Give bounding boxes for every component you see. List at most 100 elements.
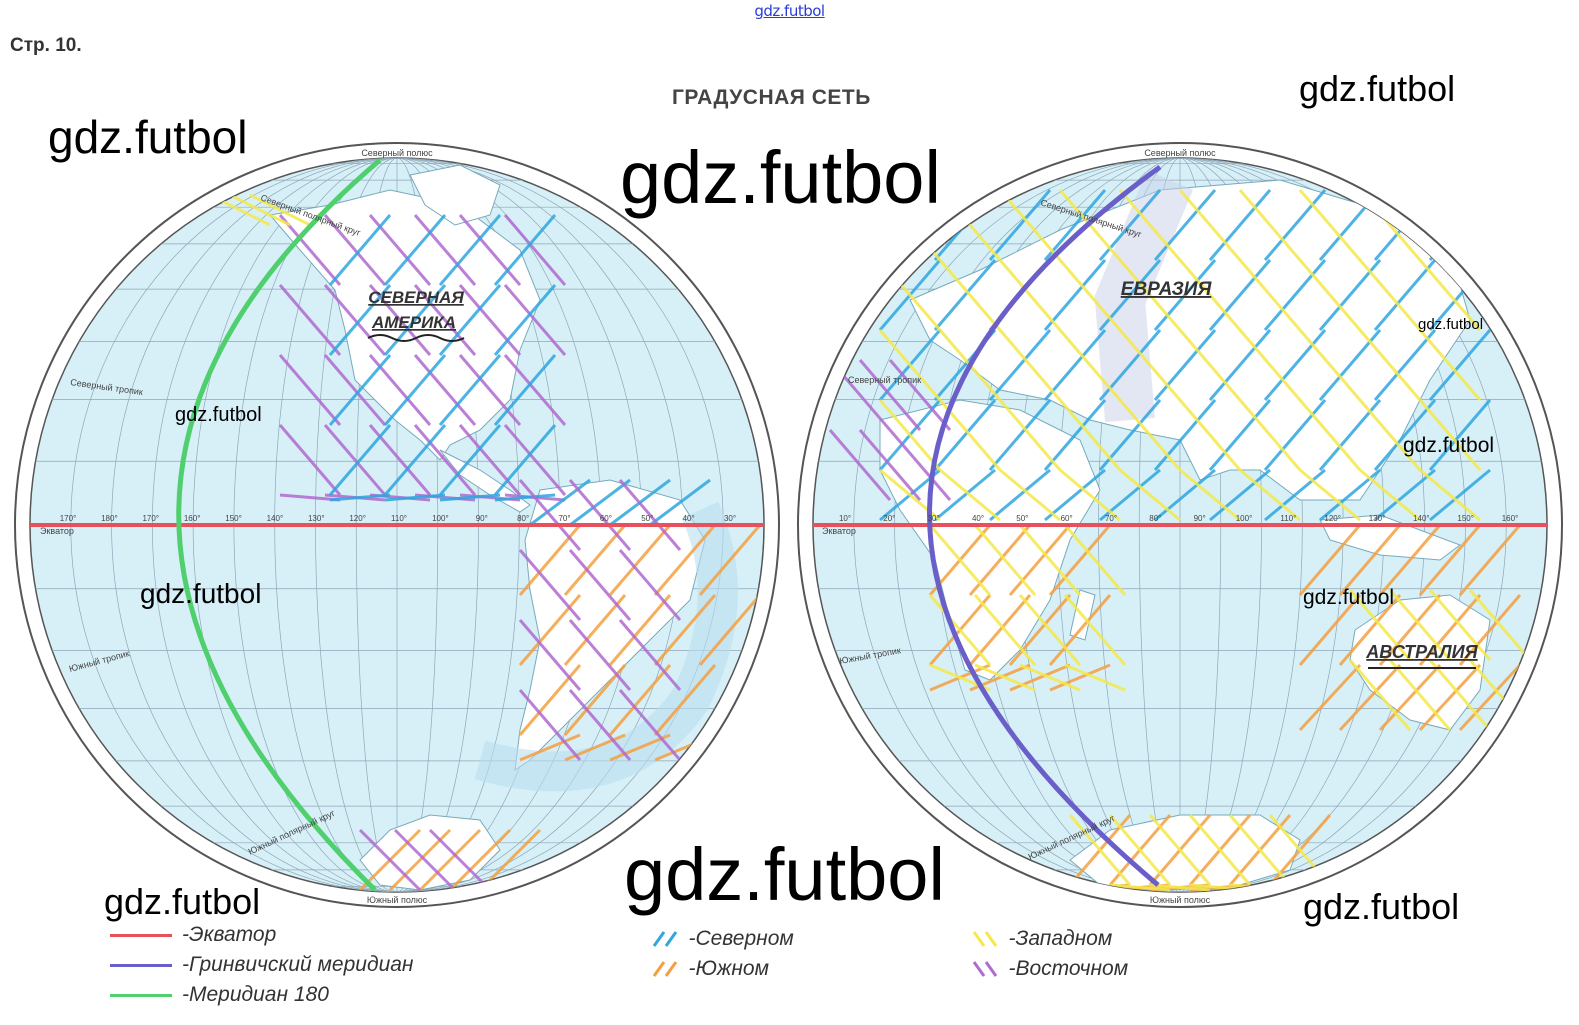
top-watermark-link[interactable]: gdz.futbol [754, 2, 825, 20]
legend-item-greenwich: -Гринвичский меридиан [110, 950, 413, 980]
hatch-stroke [1238, 189, 1302, 261]
hatch-stroke [328, 284, 392, 356]
meridian-tick-label: 130° [1369, 514, 1386, 523]
hatch-stroke [358, 828, 422, 892]
hatch-stroke [503, 214, 567, 286]
hatch-stroke [1263, 399, 1327, 471]
hatch-stroke [439, 493, 501, 502]
hatch-stroke [1263, 329, 1327, 401]
hatch-stroke [1058, 399, 1122, 471]
hatch-stroke [278, 354, 342, 426]
legend-hatch-east: -Восточном [970, 956, 1128, 986]
hatch-stroke [1428, 399, 1492, 471]
legend-swatch [110, 933, 172, 937]
hatch-stroke [428, 828, 492, 892]
legend-hatch-north: -Северном [650, 926, 794, 956]
hatch-stroke [1209, 468, 1271, 522]
meridian-tick-label: 60° [600, 514, 612, 523]
hatch-stroke [998, 189, 1062, 261]
hatch-stroke [1458, 594, 1522, 666]
hatch-stroke [998, 399, 1062, 471]
meridian-tick-label: 30° [724, 514, 736, 523]
hatch-stroke [1358, 399, 1422, 471]
equator-label-east: Экватор [822, 526, 856, 536]
hatch-stroke [1149, 883, 1211, 892]
hatch-stroke [1208, 189, 1272, 261]
hatch-stroke [518, 619, 582, 691]
hatch-stroke [999, 468, 1061, 522]
hatch-stroke [323, 284, 387, 356]
hatch-stroke [563, 664, 627, 736]
hatch-stroke [278, 284, 342, 356]
hatch-stroke [518, 689, 582, 761]
hatch-stroke [1048, 594, 1112, 666]
hatch-stroke [1208, 329, 1272, 401]
legend-swatch [110, 993, 172, 997]
meridian-tick-label: 170° [142, 514, 159, 523]
hatch-stroke [493, 424, 557, 496]
meridian-tick-label: 160° [1502, 514, 1519, 523]
hatch-stroke [563, 594, 627, 666]
hatch-stroke [1068, 814, 1132, 886]
hatch-stroke [608, 524, 672, 596]
hatch-stroke [618, 689, 682, 761]
hatch-stroke [413, 424, 477, 496]
meridian-tick-label: 40° [683, 514, 695, 523]
hatch-stroke [618, 619, 682, 691]
hatch-stroke [1109, 883, 1171, 892]
hatch-stroke [1348, 659, 1412, 731]
hatch-stroke [653, 594, 717, 666]
hatch-stroke [998, 329, 1062, 401]
hatch-stroke [568, 689, 632, 761]
legend-hatch-west: -Западном [970, 926, 1112, 956]
hatch-stroke [503, 424, 567, 496]
legend-label: -Северном [688, 927, 794, 950]
hatch-stroke [1418, 399, 1482, 471]
hatch-stroke [503, 354, 567, 426]
hatch-stroke [1238, 399, 1302, 471]
hatch-stroke [1374, 468, 1436, 522]
legend-label: -Экватор [182, 923, 277, 946]
label-north-america-1: СЕВЕРНАЯ [368, 288, 464, 307]
hatch-stroke [1418, 329, 1482, 401]
hatch-stroke [939, 468, 1001, 522]
hatch-stroke [493, 284, 557, 356]
hatch-stroke [1153, 189, 1217, 261]
meridian-ticks-east: 10° 20° 30° 40° 50° 60° 70° 80° 90° 100° 110° 120° 1… [839, 514, 1518, 523]
meridian-180-line [176, 158, 382, 892]
label-north-america-2: АМЕРИКА [371, 313, 456, 332]
hatch-stroke [323, 214, 387, 286]
hatch-stroke [1154, 468, 1216, 522]
hatch-stroke [1118, 259, 1182, 331]
meridian-tick-label: 110° [391, 514, 407, 523]
hatch-stroke [458, 424, 522, 496]
watermark-text: gdz.futbol [175, 404, 262, 426]
hatch-stroke [1009, 663, 1071, 692]
meridian-tick-label: 110° [1280, 514, 1296, 523]
hatch-stroke [1419, 468, 1481, 522]
hatch-stroke [493, 354, 557, 426]
hatch-stroke [493, 214, 557, 286]
hatch-stroke [1338, 594, 1402, 666]
legend-item-equator: -Экватор [110, 920, 413, 950]
hatch-stroke [1178, 259, 1242, 331]
legend-swatch [110, 963, 172, 967]
meridian-tick-label: 170° [60, 514, 77, 523]
meridian-tick-label: 150° [225, 514, 242, 523]
hatch-stroke [438, 424, 502, 496]
eastern-hemisphere: Северный полюс Южный полюс Экватор Север… [797, 142, 1563, 908]
hatch-stroke [1178, 329, 1242, 401]
hatch-stroke [413, 214, 477, 286]
legend-label: -Западном [1008, 927, 1113, 950]
hatch-stroke [1043, 259, 1107, 331]
hatch-stroke [383, 424, 447, 496]
meridian-tick-label: 100° [1236, 514, 1253, 523]
hatch-stroke [1428, 329, 1492, 401]
hatch-stroke [458, 354, 522, 426]
hatch-stroke [1178, 189, 1242, 261]
hatch-stroke [989, 468, 1051, 522]
watermark-text: gdz.futbol [620, 136, 941, 219]
hatch-stroke [1373, 329, 1437, 401]
hatch-stroke [518, 479, 582, 551]
hatch-stroke [1043, 189, 1107, 261]
